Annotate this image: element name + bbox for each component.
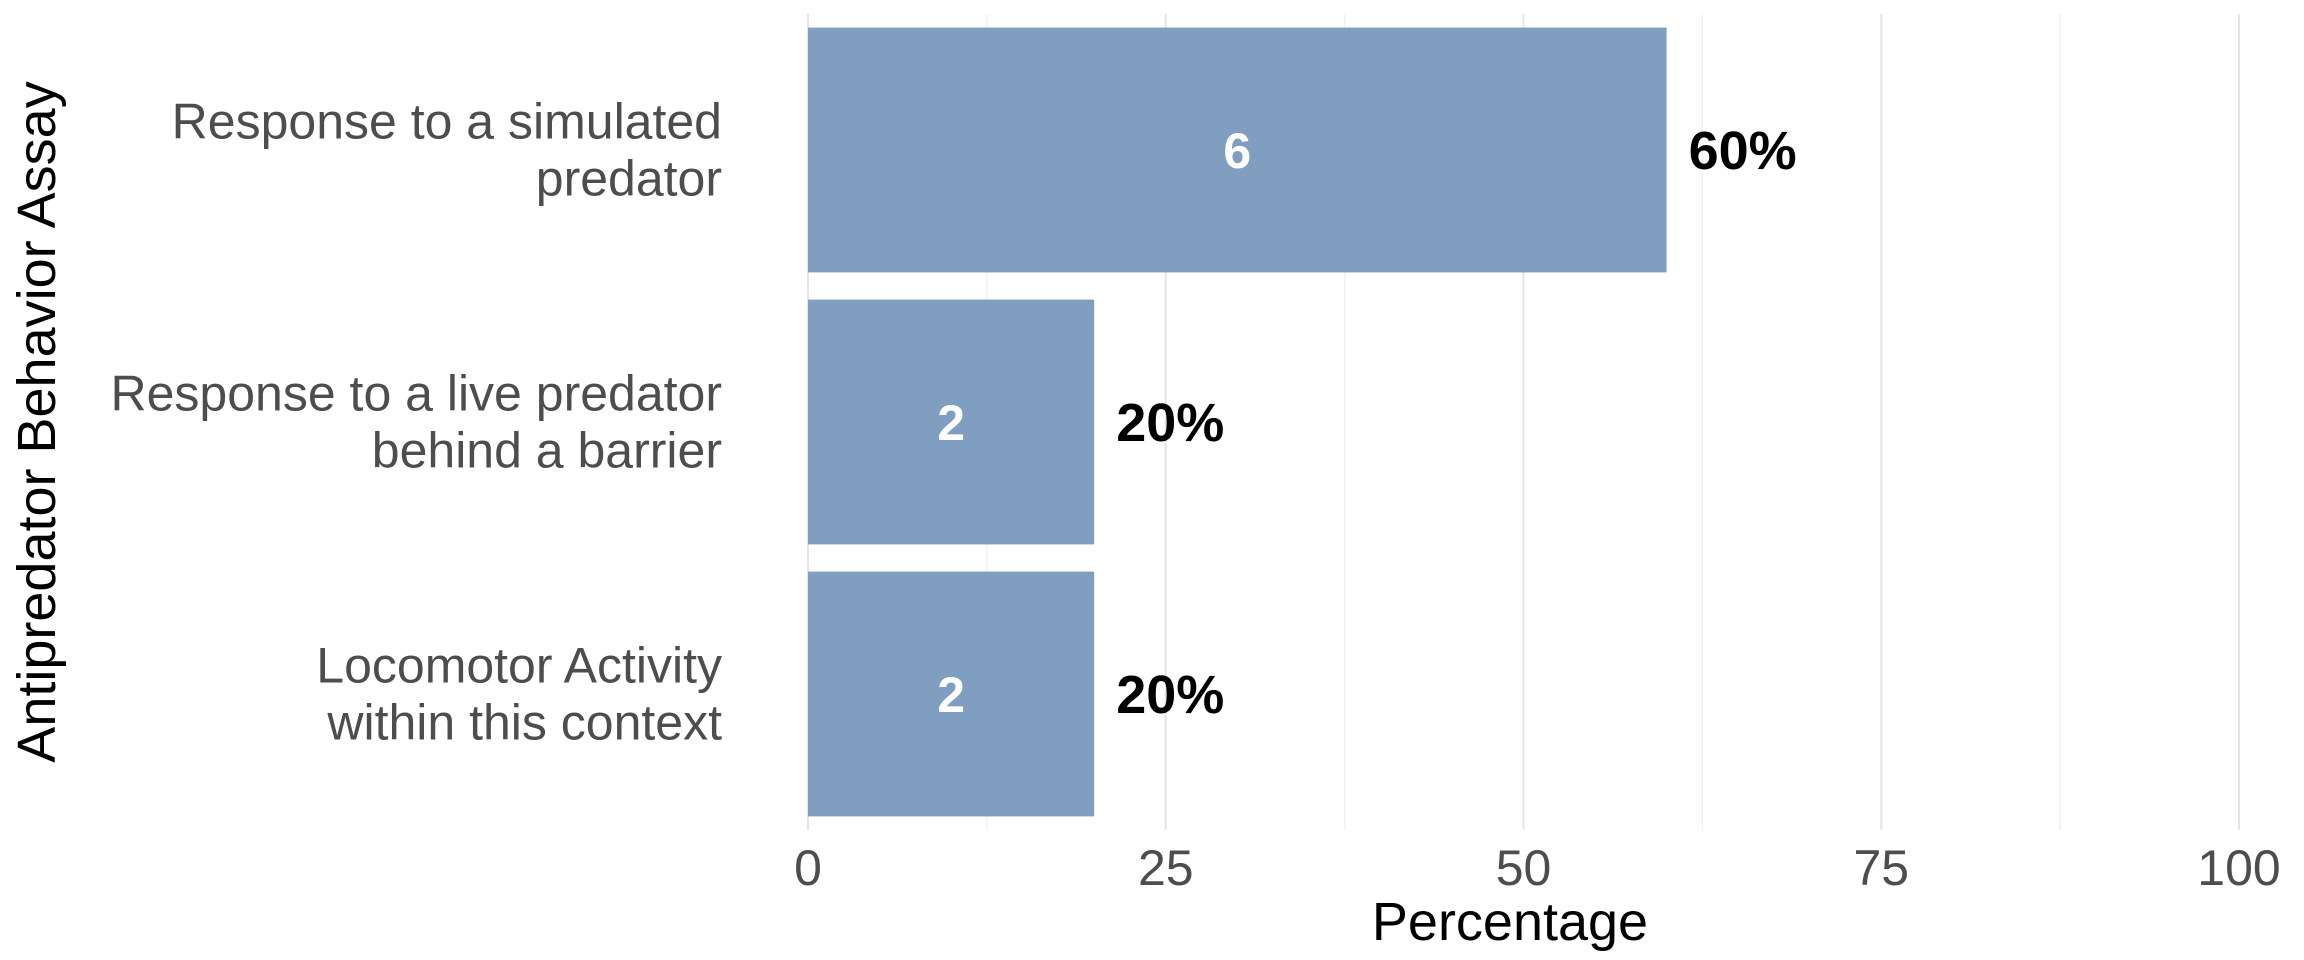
category-label-line: Locomotor Activity — [316, 638, 722, 694]
bar-percent-label: 60% — [1689, 121, 1797, 181]
category-label: Response to a simulated predator — [172, 94, 722, 207]
category-label: Response to a live predator behind a barr… — [111, 366, 722, 479]
labels: 0 25 50 75 100 6 60% Response to a simulated pre… — [111, 94, 2281, 897]
x-tick-label: 25 — [1138, 840, 1194, 896]
category-label: Locomotor Activity within this context — [316, 638, 722, 751]
category-label-line: behind a barrier — [372, 423, 722, 479]
x-tick-label: 50 — [1496, 840, 1552, 896]
category-label-line: predator — [536, 151, 722, 207]
bar — [808, 299, 1095, 545]
x-tick-label: 75 — [1853, 840, 1909, 896]
bar-percent-label: 20% — [1116, 665, 1224, 725]
bar-percent-label: 20% — [1116, 393, 1224, 453]
bar-count-label: 2 — [937, 667, 965, 723]
bar-count-label: 2 — [937, 395, 965, 451]
y-axis-title: Antipredator Behavior Assay — [7, 81, 67, 762]
bar-count-label: 6 — [1223, 123, 1251, 179]
bar — [808, 571, 1095, 817]
bars — [808, 27, 1667, 817]
x-axis-title: Percentage — [1372, 892, 1648, 952]
category-label-line: Response to a simulated — [172, 94, 722, 150]
category-label-line: within this context — [326, 695, 722, 751]
x-tick-label: 100 — [2197, 840, 2280, 896]
x-tick-label: 0 — [794, 840, 822, 896]
bar — [808, 27, 1667, 273]
category-label-line: Response to a live predator — [111, 366, 722, 422]
